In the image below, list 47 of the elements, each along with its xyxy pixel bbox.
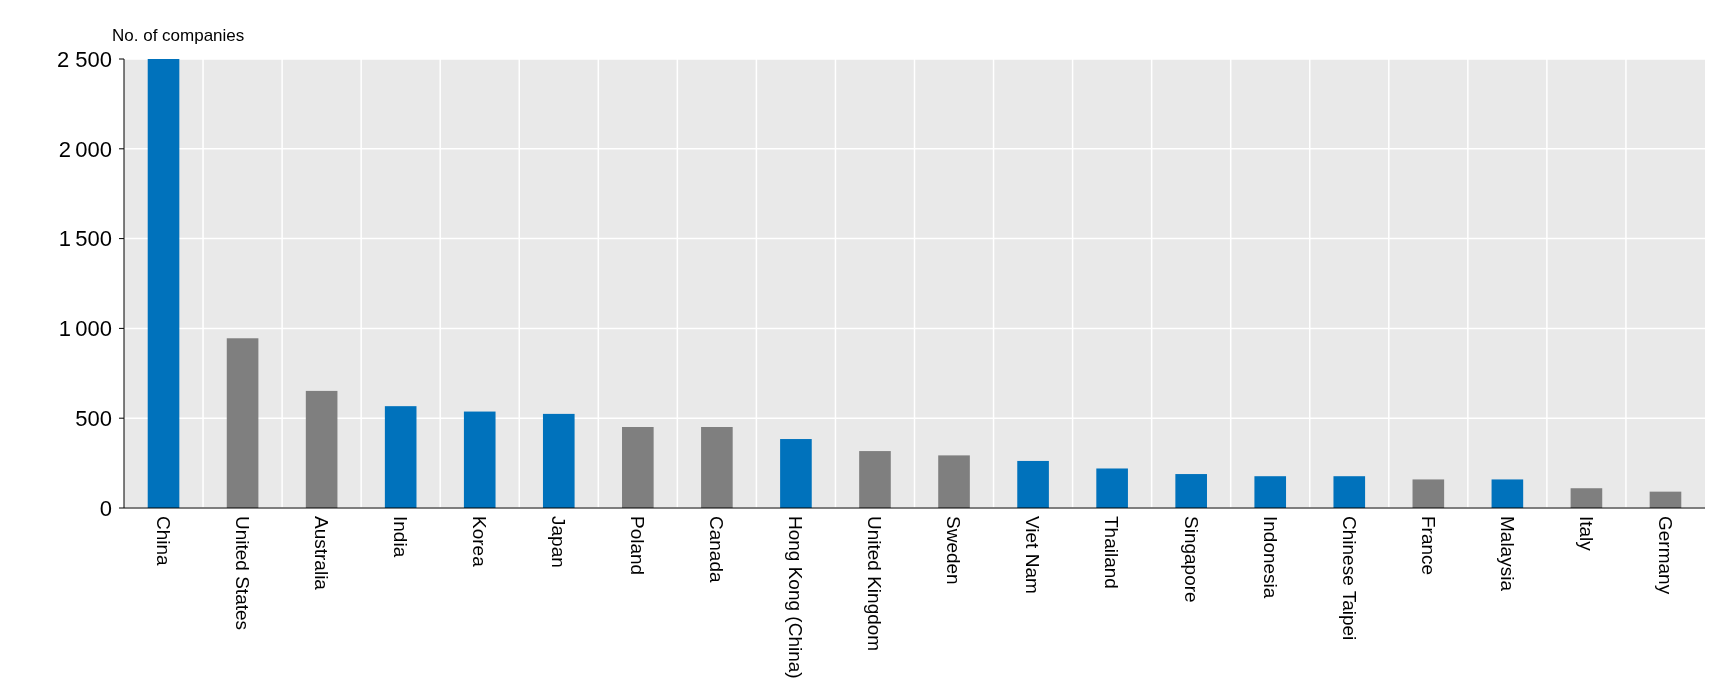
x-tick-label: Indonesia xyxy=(1259,516,1281,599)
x-tick-label: Australia xyxy=(310,516,332,591)
bar xyxy=(1570,488,1603,508)
bar xyxy=(1175,474,1207,508)
x-tick-label: India xyxy=(390,516,412,558)
y-axis-title: No. of companies xyxy=(112,26,245,45)
y-tick-label: 500 xyxy=(75,405,112,431)
bar xyxy=(1491,479,1524,508)
bar xyxy=(701,427,733,508)
y-tick-label: 1 500 xyxy=(58,226,112,252)
x-tick-label: Singapore xyxy=(1180,516,1202,603)
x-tick-label: United Kingdom xyxy=(864,516,886,652)
bar xyxy=(542,413,575,508)
x-tick-label: Japan xyxy=(548,516,570,568)
x-tick-label: Hong Kong (China) xyxy=(785,516,807,679)
x-tick-label: United States xyxy=(231,516,253,631)
y-tick-label: 2 000 xyxy=(58,136,112,162)
bar xyxy=(226,338,259,508)
y-tick-label: 2 500 xyxy=(56,46,112,72)
bar xyxy=(859,451,891,508)
x-tick-label: Germany xyxy=(1654,516,1676,595)
x-tick-label: Malaysia xyxy=(1496,516,1518,592)
x-tick-label: Sweden xyxy=(943,516,965,585)
bar xyxy=(384,406,417,508)
bar xyxy=(463,411,496,508)
x-tick-label: Poland xyxy=(627,516,649,576)
bar xyxy=(1333,476,1366,508)
x-tick-label: Viet Nam xyxy=(1022,516,1044,594)
bar xyxy=(780,439,812,508)
bar xyxy=(1254,476,1287,508)
bar xyxy=(1096,468,1128,508)
x-tick-label: Italy xyxy=(1575,516,1597,552)
y-tick-label: 0 xyxy=(99,495,112,521)
bar xyxy=(305,390,338,508)
bar xyxy=(1412,479,1445,508)
x-tick-label: Thailand xyxy=(1101,516,1123,589)
x-tick-label: Chinese Taipei xyxy=(1338,516,1360,641)
y-tick-label: 1 000 xyxy=(58,316,112,342)
x-tick-label: China xyxy=(152,516,174,567)
bar xyxy=(1017,460,1049,508)
x-tick-label: Korea xyxy=(469,516,491,568)
x-tick-label: Canada xyxy=(706,516,728,583)
bar xyxy=(938,455,970,508)
x-tick-label: France xyxy=(1417,516,1439,576)
bar xyxy=(147,59,180,508)
bar xyxy=(1649,491,1682,508)
bar xyxy=(622,427,654,508)
